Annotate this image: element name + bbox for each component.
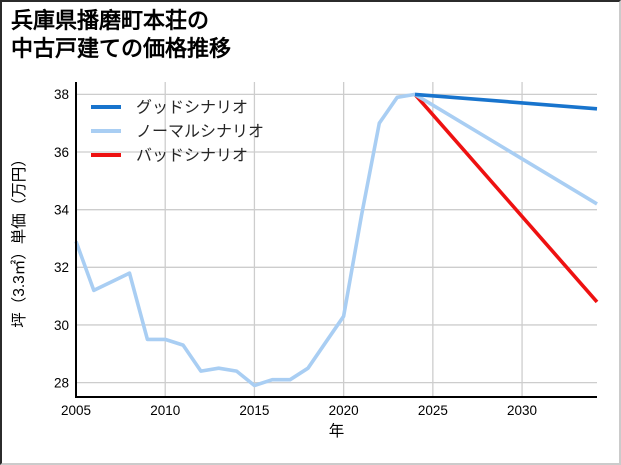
x-axis-label: 年 [329,422,345,440]
legend-label-normal-scenario: ノーマルシナリオ [136,124,264,141]
series-line-bad-scenario [413,93,599,304]
chart-title-line-2: 中古戸建ての価格推移 [11,36,232,61]
series-line-normal-scenario [74,92,598,388]
chart-title-line-1: 兵庫県播磨町本荘の [11,8,210,33]
series-line-good-scenario [414,92,598,111]
x-tick-label-2015: 2015 [239,403,269,418]
y-tick-label-32: 32 [54,260,69,275]
x-tick-label-2030: 2030 [507,403,537,418]
y-tick-label-36: 36 [54,145,69,160]
x-tick-label-2005: 2005 [61,403,91,418]
legend-label-bad-scenario: バッドシナリオ [136,148,248,165]
y-tick-label-38: 38 [54,87,69,102]
y-tick-label-28: 28 [54,375,69,390]
y-axis-label: 坪（3.3㎡）単価（万円） [10,151,28,328]
x-tick-label-2025: 2025 [418,403,448,418]
x-tick-label-2020: 2020 [329,403,359,418]
y-tick-label-30: 30 [54,318,69,333]
chart-title: 兵庫県播磨町本荘の 中古戸建ての価格推移 [11,7,231,63]
x-tick-label-2010: 2010 [150,403,180,418]
legend-label-good-scenario: グッドシナリオ [136,99,248,117]
y-tick-label-34: 34 [54,202,70,217]
